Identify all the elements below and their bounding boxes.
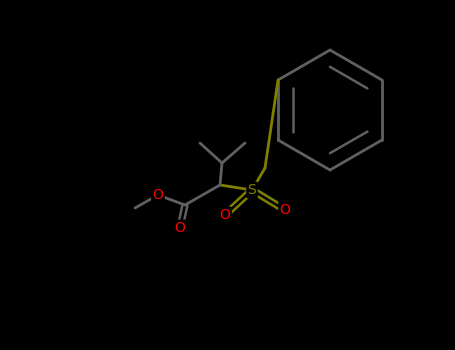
Text: O: O	[175, 221, 186, 235]
Text: O: O	[279, 203, 290, 217]
Text: O: O	[220, 208, 230, 222]
Text: S: S	[248, 183, 256, 197]
Text: O: O	[152, 188, 163, 202]
